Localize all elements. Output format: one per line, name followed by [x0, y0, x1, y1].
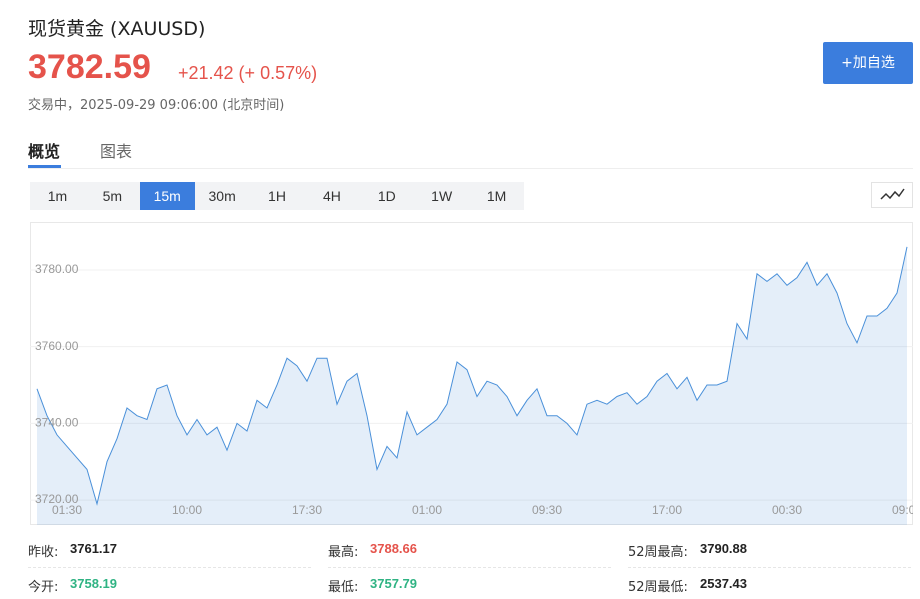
plot-frame	[30, 222, 913, 525]
stat-value: 3758.19	[70, 576, 117, 591]
price: 3782.59	[28, 48, 151, 86]
x-tick-label: 17:30	[292, 503, 322, 517]
interval-button[interactable]: 1D	[377, 188, 396, 204]
interval-button[interactable]: 15m	[139, 182, 195, 210]
tab[interactable]: 概览	[28, 142, 61, 161]
tab-indicator	[28, 165, 61, 168]
stat-label: 最高:	[328, 545, 359, 560]
area	[37, 246, 907, 525]
x-tick-label: 09:30	[532, 503, 562, 517]
interval-button[interactable]: 5m	[102, 188, 123, 204]
x-tick-label: 01:30	[52, 503, 82, 517]
y-tick-label: 3780.00	[35, 262, 79, 276]
line	[36, 246, 908, 506]
x-tick-label: 00:30	[772, 503, 802, 517]
x-tick-label: 17:00	[652, 503, 682, 517]
interval-button[interactable]: 30m	[208, 188, 236, 204]
stat-label: 今开:	[28, 580, 59, 595]
interval-button[interactable]: 1W	[431, 188, 453, 204]
y-tick-label: 3760.00	[35, 339, 79, 353]
tab[interactable]: 图表	[100, 142, 133, 161]
stat-value: 2537.43	[700, 576, 747, 591]
y-tick-label: 3720.00	[35, 492, 79, 506]
interval-button[interactable]: 1m	[47, 188, 68, 204]
trading-status: 交易中，2025-09-29 09:06:00 (北京时间)	[28, 98, 285, 113]
stat-value: 3788.66	[370, 541, 417, 556]
divider	[28, 168, 913, 169]
stat-label: 昨收:	[28, 545, 59, 560]
divider	[28, 567, 311, 568]
y-tick-label: 3740.00	[35, 416, 79, 430]
interval-button[interactable]: 1H	[268, 188, 286, 204]
stat-value: 3761.17	[70, 541, 117, 556]
interval-button[interactable]: 1M	[486, 188, 507, 204]
x-tick-label: 10:00	[172, 503, 202, 517]
chart-type-icon	[880, 188, 905, 200]
stat-label: 最低:	[328, 580, 359, 595]
icon-line	[880, 188, 905, 200]
chart: 3720.00 3740.00 3760.00 3780.00 01:30 10:00 17…	[30, 222, 913, 525]
stat-value: 3757.79	[370, 576, 417, 591]
x-tick-label: 09:00	[892, 503, 913, 517]
stat-label: 52周最低:	[628, 580, 688, 595]
title: 现货黄金 (XAUUSD)	[28, 18, 206, 40]
divider	[628, 567, 911, 568]
price-change: +21.42 (+ 0.57%)	[178, 63, 318, 83]
interval-bar: 1m 5m 15m 30m 1H 4H 1D 1W 1M	[30, 182, 524, 210]
divider	[328, 567, 611, 568]
interval-button[interactable]: 4H	[322, 188, 341, 204]
chart-type-button[interactable]	[871, 182, 913, 208]
stat-label: 52周最高:	[628, 545, 688, 560]
x-tick-label: 01:00	[412, 503, 442, 517]
stat-value: 3790.88	[700, 541, 747, 556]
add-watchlist-button[interactable]: +加自选	[823, 42, 913, 84]
